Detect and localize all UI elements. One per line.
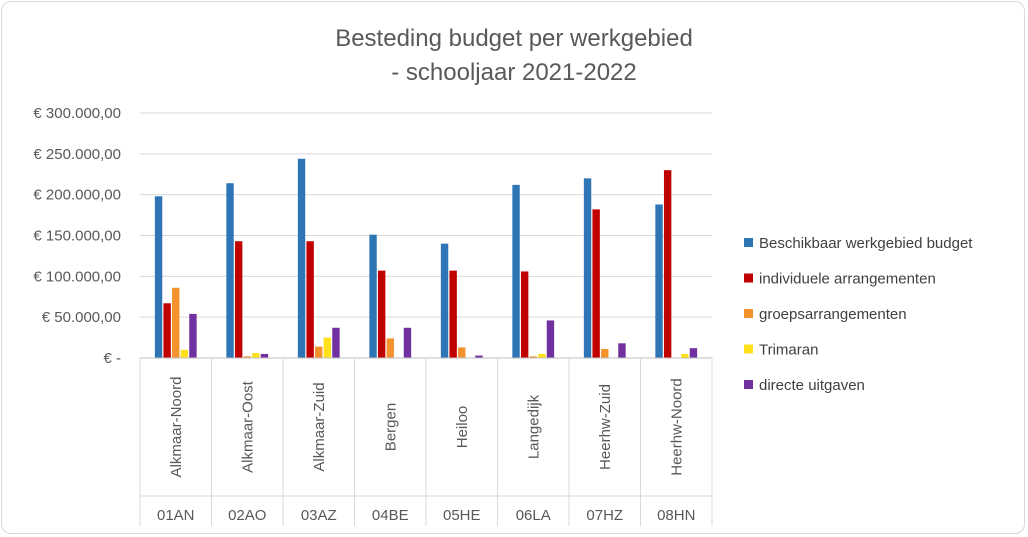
legend-label: Trimaran <box>759 342 818 359</box>
y-tick-label: € - <box>103 350 121 367</box>
y-tick-label: € 50.000,00 <box>42 309 121 326</box>
bar-alkmaar-noord-series-3 <box>172 287 180 358</box>
x-category-label: Alkmaar-Oost <box>239 380 256 473</box>
x-group-label: 04BE <box>372 507 409 524</box>
bar-alkmaar-oost-series-3 <box>243 356 251 358</box>
bar-alkmaar-zuid-series-2 <box>306 241 314 358</box>
chart-title-line-1: Besteding budget per werkgebied <box>335 25 693 52</box>
x-axis: Alkmaar-Noord 01AN Alkmaar-Oost 02AO Alkmaar… <box>139 357 713 526</box>
x-category-label: Heiloo <box>454 406 471 449</box>
y-tick-label: € 100.000,00 <box>33 268 121 285</box>
bar-alkmaar-noord-series-5 <box>189 313 197 358</box>
x-group-label: 06LA <box>516 507 551 524</box>
legend-swatch <box>744 380 753 389</box>
bar-langedijk-series-5 <box>546 320 555 358</box>
x-category-label: Langedijk <box>525 394 542 459</box>
x-group-label: 01AN <box>157 507 195 524</box>
bar-alkmaar-zuid-series-1 <box>297 158 306 358</box>
chart-title-line-2: - schooljaar 2021-2022 <box>391 59 637 86</box>
legend-label: Beschikbaar werkgebied budget <box>759 235 973 252</box>
y-tick-label: € 150.000,00 <box>33 228 121 245</box>
bar-heiloo-series-1 <box>440 243 449 358</box>
legend-label: directe uitgaven <box>759 377 865 394</box>
bar-bergen-series-1 <box>369 234 377 358</box>
bar-langedijk-series-1 <box>512 184 520 358</box>
x-group-label: 03AZ <box>301 507 337 524</box>
bar-alkmaar-noord-series-2 <box>163 303 171 358</box>
legend-swatch <box>744 309 753 318</box>
bar-langedijk-series-3 <box>529 356 537 358</box>
bar-alkmaar-zuid-series-4 <box>323 337 332 358</box>
bar-alkmaar-oost-series-4 <box>252 353 260 358</box>
x-category-label: Heerhw-Noord <box>668 378 685 476</box>
bar-heerhw-zuid-series-1 <box>583 178 592 358</box>
bar-heerhw-noord-series-1 <box>655 204 663 358</box>
x-category-label: Alkmaar-Noord <box>168 377 185 478</box>
x-category-label: Alkmaar-Zuid <box>311 382 328 471</box>
bar-bergen-series-5 <box>403 327 412 358</box>
legend-swatch <box>744 238 753 247</box>
bar-heiloo-series-5 <box>475 355 483 358</box>
bar-alkmaar-zuid-series-3 <box>315 346 323 358</box>
x-group-label: 08HN <box>657 507 695 524</box>
legend-label: individuele arrangementen <box>759 271 936 288</box>
y-axis-ticks: € - € 50.000,00 € 100.000,00 € 150.000,00 € … <box>33 105 121 367</box>
bar-alkmaar-noord-series-4 <box>180 349 189 358</box>
bar-heerhw-zuid-series-5 <box>618 343 626 358</box>
x-group-label: 07HZ <box>586 507 623 524</box>
y-tick-label: € 200.000,00 <box>33 187 121 204</box>
x-group-label: 02AO <box>228 507 266 524</box>
legend-swatch <box>744 344 753 354</box>
bar-heiloo-series-3 <box>458 347 466 358</box>
bar-alkmaar-oost-series-1 <box>226 183 234 358</box>
x-category-label: Bergen <box>382 403 399 451</box>
x-group-label: 05HE <box>443 507 481 524</box>
y-tick-label: € 300.000,00 <box>33 105 121 122</box>
bar-heiloo-series-2 <box>449 270 457 358</box>
gridlines <box>140 112 712 359</box>
y-tick-label: € 250.000,00 <box>33 146 121 163</box>
bar-alkmaar-zuid-series-5 <box>332 327 340 358</box>
legend: Beschikbaar werkgebied budget individuele… <box>744 235 973 394</box>
bar-bergen-series-3 <box>386 338 394 358</box>
bar-heerhw-noord-series-4 <box>681 353 689 358</box>
bar-heerhw-zuid-series-3 <box>601 349 609 358</box>
bar-langedijk-series-4 <box>538 353 546 358</box>
bar-alkmaar-noord-series-1 <box>154 196 163 358</box>
bar-heerhw-noord-series-2 <box>663 170 672 358</box>
bar-alkmaar-oost-series-2 <box>234 241 243 358</box>
bar-langedijk-series-2 <box>520 271 529 358</box>
bars <box>154 158 698 358</box>
legend-swatch <box>744 273 753 283</box>
bar-heerhw-zuid-series-2 <box>592 209 600 358</box>
bar-alkmaar-oost-series-5 <box>260 353 269 358</box>
x-category-label: Heerhw-Zuid <box>597 384 614 470</box>
bar-heerhw-noord-series-5 <box>689 348 698 358</box>
bar-bergen-series-2 <box>377 270 386 358</box>
legend-label: groepsarrangementen <box>759 306 907 323</box>
